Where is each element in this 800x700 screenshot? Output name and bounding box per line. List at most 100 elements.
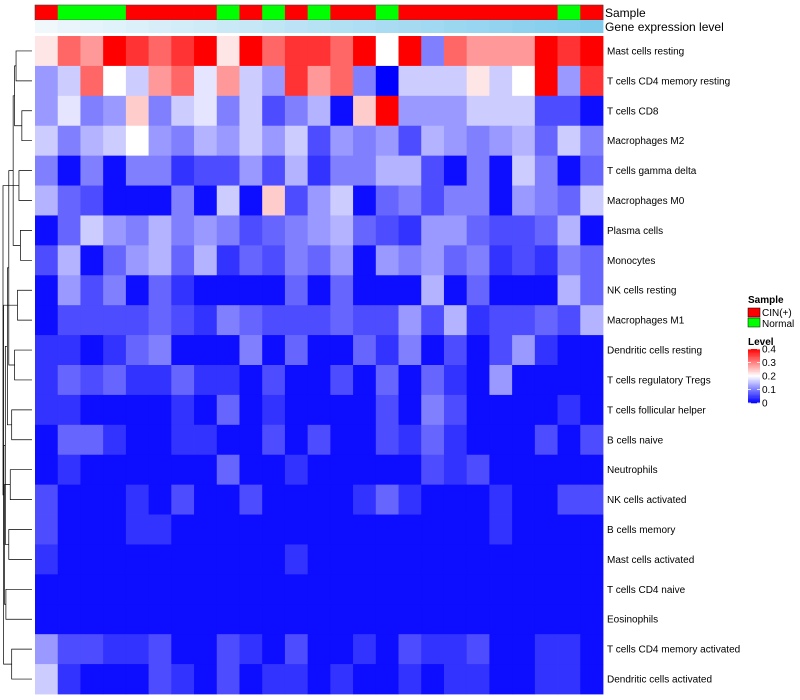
heatmap-cell: [489, 275, 513, 306]
heatmap-cell: [216, 305, 240, 336]
heatmap-cell: [239, 305, 263, 336]
heatmap-cell: [489, 514, 513, 545]
dendrogram-branch: [2, 185, 19, 496]
heatmap-cell: [580, 365, 604, 396]
heatmap-cell: [421, 185, 445, 216]
heatmap-cell: [353, 95, 377, 127]
heatmap-cell: [125, 454, 149, 486]
heatmap-cell: [216, 125, 240, 157]
legend-tick-label: 0.2: [762, 372, 776, 383]
heatmap-cell: [35, 454, 59, 486]
heatmap-cell: [421, 125, 445, 157]
heatmap-cell: [57, 604, 81, 635]
sample-annotation-cell: [125, 5, 149, 20]
heatmap-cell: [171, 634, 195, 665]
heatmap-cell: [353, 454, 377, 486]
heatmap-cell: [557, 634, 581, 665]
heatmap-cell: [57, 65, 81, 97]
heatmap-cell: [103, 514, 127, 545]
heatmap-cell: [307, 604, 331, 635]
heatmap-cell: [375, 544, 399, 575]
heatmap-cell: [512, 185, 536, 216]
heatmap-cell: [171, 335, 195, 366]
heatmap-cell: [57, 305, 81, 336]
heatmap-cell: [80, 514, 104, 545]
heatmap-cell: [512, 544, 536, 575]
heatmap-cell: [557, 36, 581, 67]
heatmap-cell: [194, 664, 218, 695]
row-label: Neutrophils: [607, 465, 658, 476]
heatmap-cell: [35, 245, 59, 276]
heatmap-cell: [557, 365, 581, 396]
heatmap-cell: [307, 305, 331, 336]
expression-annotation-cell: [35, 20, 59, 33]
heatmap-cell: [421, 245, 445, 276]
heatmap-cell: [80, 394, 104, 426]
heatmap-cell: [489, 604, 513, 635]
legend-colorbar-step: [748, 366, 760, 369]
heatmap-cell: [284, 185, 309, 216]
heatmap-cell: [353, 664, 377, 695]
heatmap-cell: [194, 36, 218, 67]
heatmap-cell: [307, 394, 331, 426]
heatmap-cell: [35, 335, 59, 366]
heatmap-cell: [398, 365, 422, 396]
heatmap-cell: [35, 664, 59, 695]
heatmap-cell: [443, 365, 468, 396]
heatmap-cell: [216, 604, 240, 635]
heatmap-cell: [353, 125, 377, 157]
sample-annotation-cell: [103, 5, 127, 20]
heatmap-cell: [125, 335, 149, 366]
heatmap-cell: [35, 155, 59, 186]
legend-colorbar-step: [748, 393, 760, 396]
heatmap-cell: [262, 454, 286, 486]
heatmap-cell: [125, 484, 149, 515]
heatmap-cell: [125, 365, 149, 396]
legend-label-normal: Normal: [762, 319, 794, 330]
heatmap-cell: [489, 36, 513, 67]
heatmap-cell: [466, 454, 490, 486]
heatmap-cell: [580, 664, 604, 695]
heatmap-cell: [80, 574, 104, 605]
heatmap-cell: [216, 574, 240, 605]
heatmap-cell: [262, 664, 286, 695]
heatmap-cell: [489, 544, 513, 575]
row-label: Macrophages M2: [607, 136, 685, 147]
heatmap-cell: [57, 275, 81, 306]
heatmap-cell: [171, 65, 195, 97]
heatmap-cell: [35, 185, 59, 216]
heatmap-cell: [534, 335, 558, 366]
heatmap-cell: [466, 36, 490, 67]
heatmap-cell: [171, 215, 195, 246]
heatmap-cell: [103, 155, 127, 186]
heatmap-cell: [262, 634, 286, 665]
heatmap-cell: [307, 424, 331, 456]
dendrogram-branch: [3, 304, 18, 665]
heatmap-cell: [375, 125, 399, 157]
heatmap-cell: [330, 125, 354, 157]
heatmap-cell: [443, 514, 468, 545]
heatmap-cell: [239, 604, 263, 635]
dendrogram-branch: [7, 267, 12, 426]
heatmap-cell: [284, 394, 309, 426]
heatmap-cell: [284, 95, 309, 127]
row-label: Mast cells resting: [607, 46, 684, 57]
heatmap-cell: [148, 574, 172, 605]
heatmap-cell: [375, 36, 399, 67]
expression-annotation-cell: [171, 20, 195, 33]
heatmap-cell: [284, 634, 309, 665]
heatmap-cell: [57, 155, 81, 186]
heatmap-cell: [375, 574, 399, 605]
heatmap-cell: [330, 365, 354, 396]
heatmap-cell: [557, 574, 581, 605]
heatmap-cell: [512, 634, 536, 665]
heatmap-cell: [35, 424, 59, 456]
heatmap-cell: [239, 36, 263, 67]
heatmap-cell: [353, 305, 377, 336]
heatmap-cell: [443, 275, 468, 306]
heatmap-cell: [512, 365, 536, 396]
legend-sample-title: Sample: [748, 295, 784, 306]
heatmap-cell: [534, 365, 558, 396]
heatmap-cell: [148, 514, 172, 545]
heatmap-cell: [103, 125, 127, 157]
